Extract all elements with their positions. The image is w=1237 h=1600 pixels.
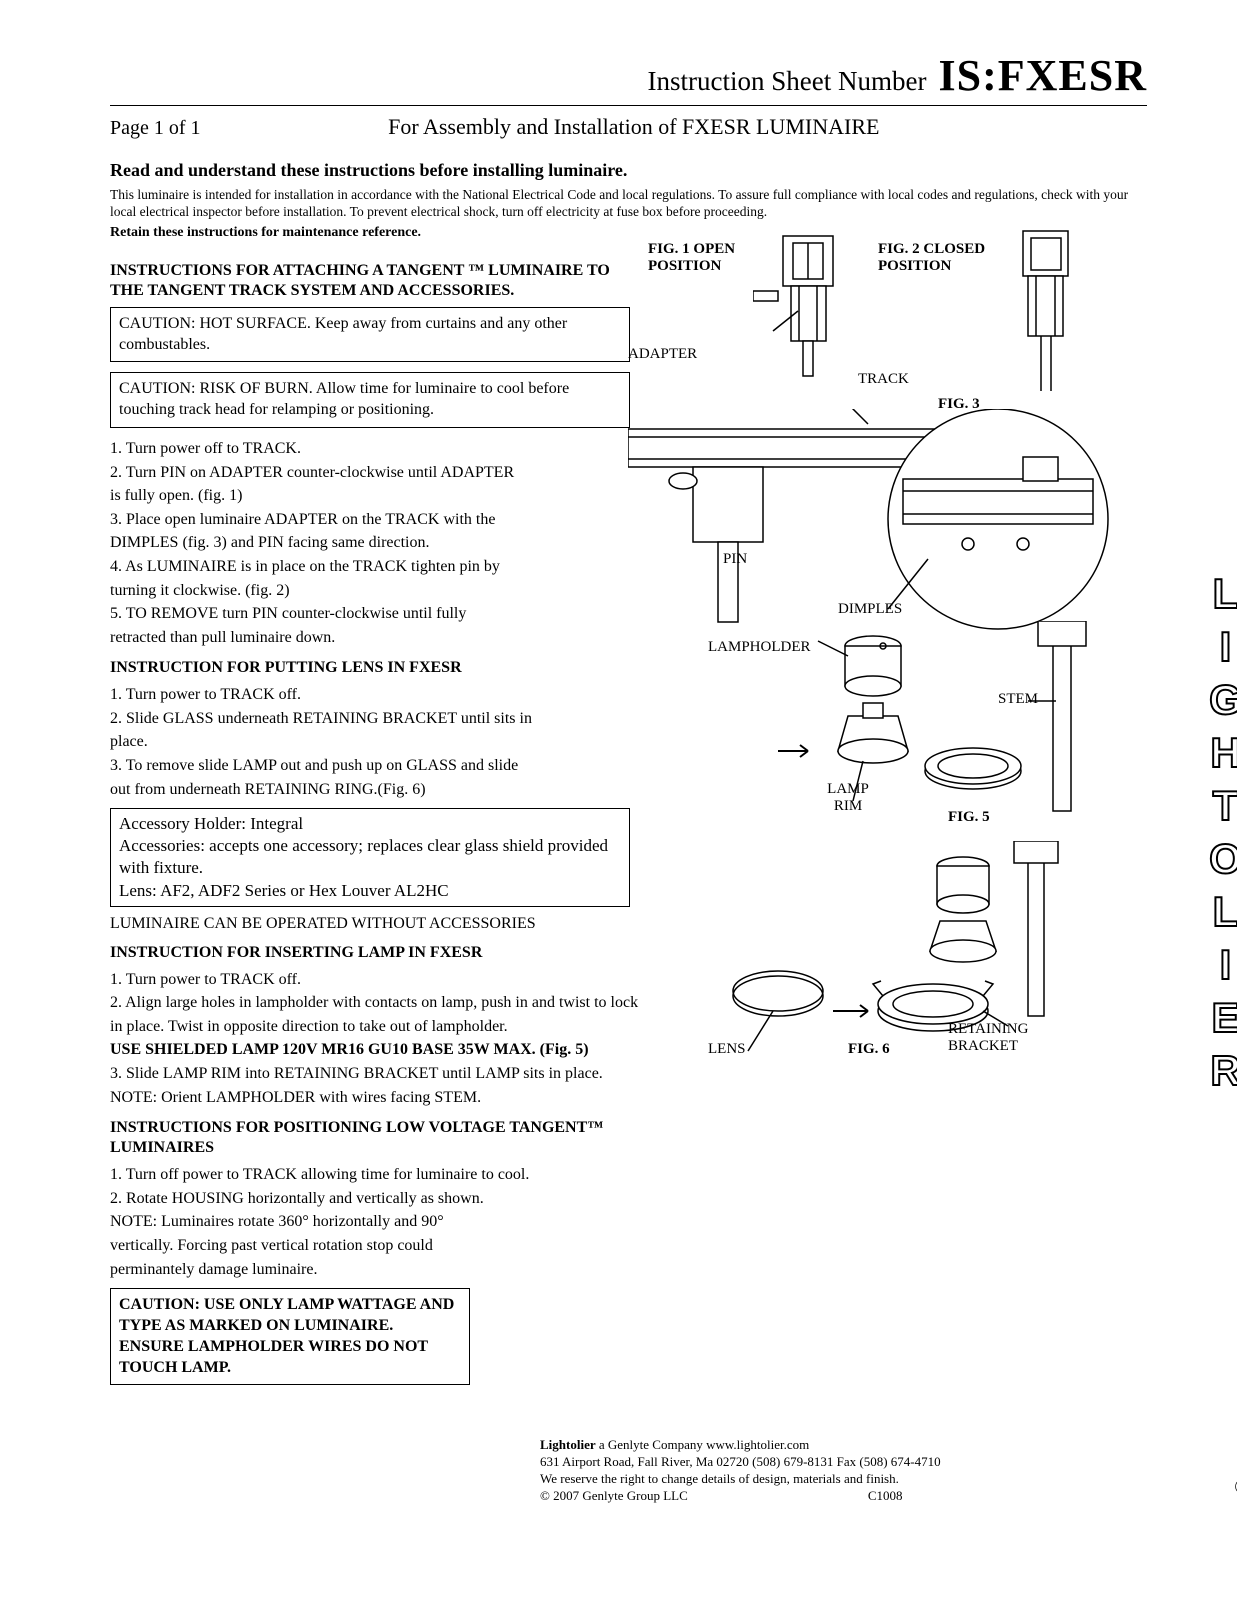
footer: Lightolier a Genlyte Company www.lightol… <box>540 1437 941 1505</box>
adapter-label: ADAPTER <box>628 346 697 363</box>
intro-heading: Read and understand these instructions b… <box>110 160 1147 181</box>
list-item: is fully open. (fig. 1) <box>110 485 630 507</box>
final-caution: CAUTION: USE ONLY LAMP WATTAGE AND TYPE … <box>110 1288 470 1385</box>
intro-body: This luminaire is intended for installat… <box>110 187 1147 221</box>
pin-label: PIN <box>723 551 747 568</box>
fig6-diagram <box>718 841 1118 1071</box>
pos-steps: 1. Turn off power to TRACK allowing time… <box>110 1164 630 1280</box>
fig1-label: FIG. 1 OPEN POSITION <box>648 241 758 275</box>
dimples-label: DIMPLES <box>838 601 902 618</box>
list-item: NOTE: Luminaires rotate 360° horizontall… <box>110 1211 630 1233</box>
caution-hot-surface: CAUTION: HOT SURFACE. Keep away from cur… <box>110 307 630 363</box>
fig6-label: FIG. 6 <box>848 1041 890 1058</box>
list-item: perminantely damage luminaire. <box>110 1259 630 1281</box>
pos-heading: INSTRUCTIONS FOR POSITIONING LOW VOLTAGE… <box>110 1118 630 1158</box>
footer-l3: We reserve the right to change details o… <box>540 1471 941 1488</box>
list-item: place. <box>110 731 630 753</box>
list-item: 5. TO REMOVE turn PIN counter-clockwise … <box>110 603 630 625</box>
brand-logo: LIGHTOLIER <box>1201 570 1237 1100</box>
list-item: 2. Slide GLASS underneath RETAINING BRAC… <box>110 708 630 730</box>
accessory-l2: Accessories: accepts one accessory; repl… <box>119 835 621 879</box>
left-column: INSTRUCTIONS FOR ATTACHING A TANGENT ™ L… <box>110 251 630 1396</box>
caution-burn: CAUTION: RISK OF BURN. Allow time for lu… <box>110 372 630 428</box>
list-item: turning it clockwise. (fig. 2) <box>110 580 630 602</box>
list-item: 4. As LUMINAIRE is in place on the TRACK… <box>110 556 630 578</box>
main-columns: INSTRUCTIONS FOR ATTACHING A TANGENT ™ L… <box>110 251 1147 1396</box>
lamp-rim-label: LAMP RIM <box>818 781 878 815</box>
attach-heading: INSTRUCTIONS FOR ATTACHING A TANGENT ™ L… <box>110 261 630 301</box>
list-item: 1. Turn off power to TRACK allowing time… <box>110 1164 630 1186</box>
lens-heading: INSTRUCTION FOR PUTTING LENS IN FXESR <box>110 658 630 678</box>
retaining-bracket-label: RETAINING BRACKET <box>948 1021 1058 1055</box>
right-column: FIG. 1 OPEN POSITION ADAPTER FIG. 2 CLOS… <box>648 251 1147 1396</box>
list-item: 1. Turn power to TRACK off. <box>110 684 630 706</box>
retain-line: Retain these instructions for maintenanc… <box>110 225 1147 241</box>
list-item: 2. Turn PIN on ADAPTER counter-clockwise… <box>110 462 630 484</box>
subtitle: For Assembly and Installation of FXESR L… <box>201 114 1147 140</box>
list-item: 3. Place open luminaire ADAPTER on the T… <box>110 509 630 531</box>
attach-steps: 1. Turn power off to TRACK. 2. Turn PIN … <box>110 438 630 648</box>
footer-l2: 631 Airport Road, Fall River, Ma 02720 (… <box>540 1454 941 1471</box>
lens-label: LENS <box>708 1041 746 1058</box>
stem-label: STEM <box>998 691 1038 708</box>
fig2-diagram <box>1003 226 1093 396</box>
list-item: retracted than pull luminaire down. <box>110 627 630 649</box>
lamp-heading: INSTRUCTION FOR INSERTING LAMP IN FXESR <box>110 943 630 963</box>
page-number: Page 1 of 1 <box>110 117 201 140</box>
title-row: Instruction Sheet Number IS:FXESR <box>110 50 1147 106</box>
lens-steps: 1. Turn power to TRACK off. 2. Slide GLA… <box>110 684 630 800</box>
sub-row: Page 1 of 1 For Assembly and Installatio… <box>110 114 1147 140</box>
track-label: TRACK <box>858 371 909 388</box>
list-item: vertically. Forcing past vertical rotati… <box>110 1235 630 1257</box>
accessory-l3: Lens: AF2, ADF2 Series or Hex Louver AL2… <box>119 880 621 902</box>
title-prefix: Instruction Sheet Number <box>648 66 927 97</box>
fig1-diagram <box>753 231 873 391</box>
list-item: 1. Turn power off to TRACK. <box>110 438 630 460</box>
operate-note: LUMINAIRE CAN BE OPERATED WITHOUT ACCESS… <box>110 915 630 933</box>
accessory-l1: Accessory Holder: Integral <box>119 813 621 835</box>
fig5-label: FIG. 5 <box>948 809 990 826</box>
title-code: IS:FXESR <box>939 50 1148 101</box>
list-item: 3. To remove slide LAMP out and push up … <box>110 755 630 777</box>
footer-l4: © 2007 Genlyte Group LLCC1008 <box>540 1488 941 1505</box>
list-item: 2. Rotate HOUSING horizontally and verti… <box>110 1188 630 1210</box>
footer-l1: Lightolier a Genlyte Company www.lightol… <box>540 1437 941 1454</box>
fig2-label: FIG. 2 CLOSED POSITION <box>878 241 1008 275</box>
list-item: DIMPLES (fig. 3) and PIN facing same dir… <box>110 532 630 554</box>
list-item: out from underneath RETAINING RING.(Fig.… <box>110 779 630 801</box>
accessory-box: Accessory Holder: Integral Accessories: … <box>110 808 630 906</box>
